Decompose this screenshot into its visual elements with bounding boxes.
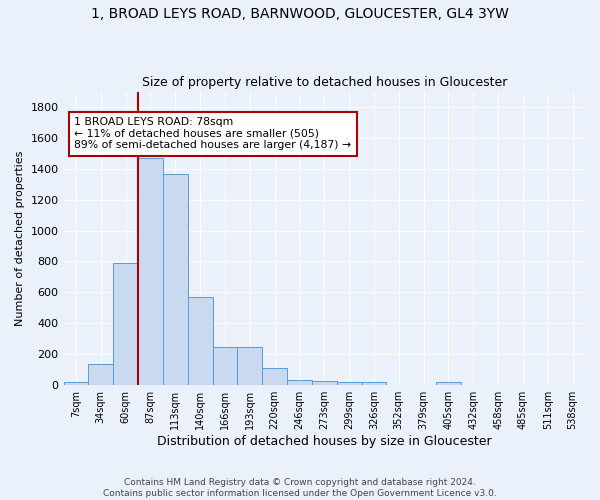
Bar bbox=[287, 380, 312, 384]
Bar bbox=[138, 158, 163, 384]
Text: 1 BROAD LEYS ROAD: 78sqm
← 11% of detached houses are smaller (505)
89% of semi-: 1 BROAD LEYS ROAD: 78sqm ← 11% of detach… bbox=[74, 117, 351, 150]
Title: Size of property relative to detached houses in Gloucester: Size of property relative to detached ho… bbox=[142, 76, 507, 90]
Bar bbox=[238, 347, 262, 385]
Bar bbox=[64, 382, 88, 384]
Bar bbox=[188, 297, 212, 384]
Bar bbox=[113, 263, 138, 384]
Bar bbox=[337, 382, 362, 384]
Bar bbox=[212, 347, 238, 385]
Text: 1, BROAD LEYS ROAD, BARNWOOD, GLOUCESTER, GL4 3YW: 1, BROAD LEYS ROAD, BARNWOOD, GLOUCESTER… bbox=[91, 8, 509, 22]
X-axis label: Distribution of detached houses by size in Gloucester: Distribution of detached houses by size … bbox=[157, 434, 491, 448]
Bar bbox=[163, 174, 188, 384]
Bar bbox=[436, 382, 461, 384]
Bar bbox=[312, 381, 337, 384]
Bar bbox=[88, 364, 113, 384]
Text: Contains HM Land Registry data © Crown copyright and database right 2024.
Contai: Contains HM Land Registry data © Crown c… bbox=[103, 478, 497, 498]
Bar bbox=[362, 382, 386, 384]
Y-axis label: Number of detached properties: Number of detached properties bbox=[15, 150, 25, 326]
Bar bbox=[262, 368, 287, 384]
